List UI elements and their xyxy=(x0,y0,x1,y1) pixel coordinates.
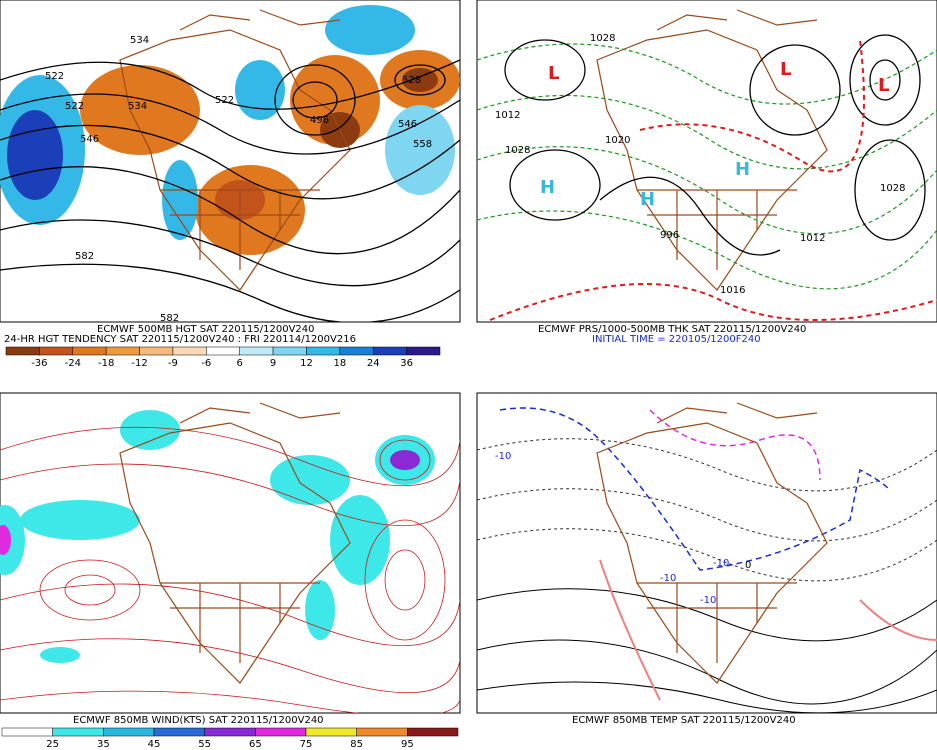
colorbar-label: -12 xyxy=(131,358,147,369)
contour-label: -10 xyxy=(713,558,729,569)
contour-label: 1028 xyxy=(505,145,530,156)
colorbar-label: 18 xyxy=(333,358,346,369)
colorbar-label: 55 xyxy=(198,739,211,750)
colorbar-segment xyxy=(1,727,53,737)
colorbar-segment xyxy=(306,346,341,356)
svg-text:H: H xyxy=(735,159,750,180)
svg-text:H: H xyxy=(540,177,555,198)
colorbar-label: 36 xyxy=(400,358,413,369)
colorbar-segment xyxy=(153,727,205,737)
contour-label: -10 xyxy=(495,451,511,462)
colorbar-label: 45 xyxy=(148,739,161,750)
colorbar-segment xyxy=(39,346,74,356)
colorbar-segment xyxy=(206,346,240,356)
colorbar-segment xyxy=(103,727,155,737)
colorbar-segment xyxy=(52,727,104,737)
map-frame xyxy=(476,0,937,323)
colorbar-segment xyxy=(255,727,307,737)
contour-label: 534 xyxy=(130,35,149,46)
contour-label: -10 xyxy=(660,573,676,584)
colorbar-segment xyxy=(72,346,107,356)
colorbar-label: 95 xyxy=(401,739,414,750)
colorbar-label: 9 xyxy=(270,358,276,369)
colorbar-segment xyxy=(339,346,374,356)
colorbar-label: 25 xyxy=(46,739,59,750)
colorbar-label: -18 xyxy=(98,358,114,369)
colorbar-segment xyxy=(406,346,441,356)
contour-label: 522 xyxy=(215,95,234,106)
map-shading xyxy=(0,402,460,713)
colorbar-segment xyxy=(105,346,140,356)
colorbar-label: 75 xyxy=(300,739,313,750)
colorbar-label: 12 xyxy=(300,358,313,369)
contour-label: 1028 xyxy=(590,33,615,44)
contour-label: 546 xyxy=(398,119,417,130)
colorbar-segment xyxy=(305,727,357,737)
svg-text:L: L xyxy=(878,75,889,96)
colorbar-segment xyxy=(356,727,408,737)
colorbar-segment xyxy=(204,727,256,737)
svg-text:H: H xyxy=(640,189,655,210)
colorbar-segment xyxy=(139,346,174,356)
colorbar-segment xyxy=(407,727,459,737)
contour-label: 0 xyxy=(745,560,751,571)
colorbar-segment xyxy=(272,346,307,356)
contour-label: 1016 xyxy=(720,285,745,296)
map-shading xyxy=(0,5,460,322)
contour-label: 522 xyxy=(65,101,84,112)
contour-label: 582 xyxy=(75,251,94,262)
colorbar-label: -9 xyxy=(168,358,178,369)
map-contours: L L L H H H xyxy=(477,9,937,321)
map-frame xyxy=(476,392,937,714)
colorbar-label: 85 xyxy=(350,739,363,750)
colorbar-label: 35 xyxy=(97,739,110,750)
colorbar-segment xyxy=(5,346,40,356)
caption: ECMWF 500MB HGT SAT 220115/1200V240 xyxy=(97,324,315,335)
contour-label: 1012 xyxy=(495,110,520,121)
colorbar: 25 35 45 55 65 75 85 95 xyxy=(1,727,459,750)
contour-label: 534 xyxy=(128,101,147,112)
contour-label: 1028 xyxy=(880,183,905,194)
svg-text:L: L xyxy=(548,63,559,84)
colorbar-segment xyxy=(239,346,274,356)
contour-label: 1020 xyxy=(605,135,630,146)
contour-label: -10 xyxy=(700,595,716,606)
contour-label: 546 xyxy=(80,134,99,145)
contour-label: 496 xyxy=(310,115,329,126)
caption: ECMWF 850MB WIND(KTS) SAT 220115/1200V24… xyxy=(73,715,324,726)
map-panel: L L L H H H 1028 1012 1028 1020 1028 996… xyxy=(476,0,937,345)
colorbar-segment xyxy=(172,346,207,356)
caption: ECMWF 850MB TEMP SAT 220115/1200V240 xyxy=(572,715,796,726)
contour-label: 522 xyxy=(45,71,64,82)
contour-label: 582 xyxy=(160,313,179,324)
map-panel: ECMWF 850MB WIND(KTS) SAT 220115/1200V24… xyxy=(0,392,461,750)
colorbar-segment xyxy=(372,346,407,356)
svg-text:L: L xyxy=(780,59,791,80)
subcaption: 24-HR HGT TENDENCY SAT 220115/1200V240 :… xyxy=(4,334,356,345)
colorbar-label: 65 xyxy=(249,739,262,750)
caption: ECMWF PRS/1000-500MB THK SAT 220115/1200… xyxy=(538,324,806,335)
contour-label: 996 xyxy=(660,230,679,241)
map-contours xyxy=(477,402,937,713)
colorbar: -36 -24 -18 -12 -9 -6 6 9 12 18 24 36 xyxy=(5,346,441,369)
colorbar-label: 6 xyxy=(237,358,243,369)
colorbar-label: 24 xyxy=(367,358,380,369)
colorbar-label: -24 xyxy=(65,358,81,369)
subcaption: INITIAL TIME = 220105/1200F240 xyxy=(592,334,761,345)
contour-label: 1012 xyxy=(800,233,825,244)
map-panel: -10 -10 -10 -10 0 ECMWF 850MB TEMP SAT 2… xyxy=(476,392,937,726)
colorbar-label: -36 xyxy=(31,358,47,369)
map-panel: 534 522 522 546 534 522 496 546 558 528 … xyxy=(0,0,461,369)
contour-label: 558 xyxy=(413,139,432,150)
colorbar-label: -6 xyxy=(201,358,211,369)
contour-label: 528 xyxy=(402,75,421,86)
